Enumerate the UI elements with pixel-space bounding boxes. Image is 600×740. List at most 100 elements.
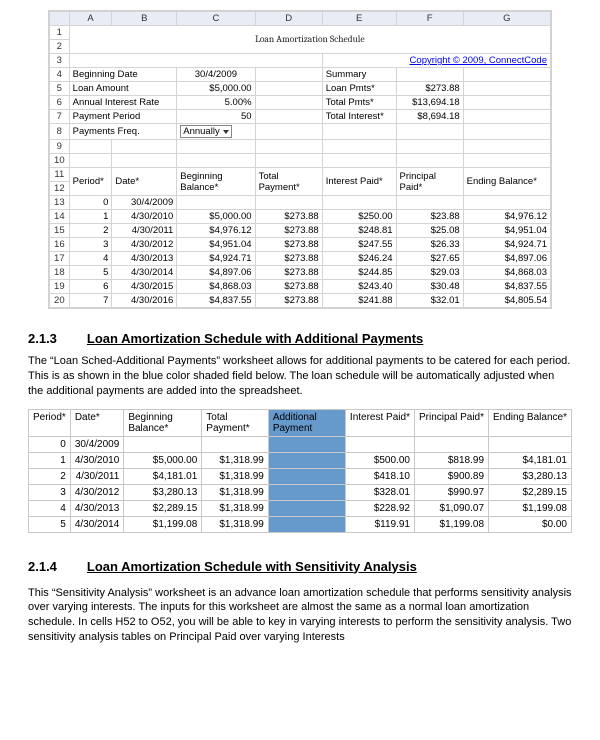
cell[interactable]: $4,837.55	[177, 294, 255, 308]
cell[interactable]: $25.08	[396, 224, 463, 238]
cell[interactable]: $4,924.71	[463, 238, 550, 252]
cell[interactable]: 4/30/2015	[112, 280, 177, 294]
cell: 1	[29, 452, 71, 468]
cell[interactable]: 2	[69, 224, 112, 238]
col-header: Total Payment*	[255, 168, 322, 196]
cell[interactable]	[322, 196, 396, 210]
cell[interactable]: 0	[69, 196, 112, 210]
cell[interactable]: 1	[69, 210, 112, 224]
cell[interactable]: $23.88	[396, 210, 463, 224]
cell[interactable]: 4/30/2014	[112, 266, 177, 280]
cell: $1,318.99	[202, 452, 269, 468]
cell[interactable]: $273.88	[255, 224, 322, 238]
row-header[interactable]: 3	[50, 54, 70, 68]
cell[interactable]: $30.48	[396, 280, 463, 294]
cell[interactable]: $273.88	[255, 294, 322, 308]
cell[interactable]: 3	[69, 238, 112, 252]
cell-loan-amount[interactable]: $5,000.00	[177, 82, 255, 96]
col-header[interactable]: F	[396, 12, 463, 26]
cell[interactable]: $273.88	[255, 280, 322, 294]
cell[interactable]: $273.88	[255, 238, 322, 252]
cell[interactable]	[463, 196, 550, 210]
cell[interactable]: $248.81	[322, 224, 396, 238]
cell[interactable]: $4,897.06	[177, 266, 255, 280]
cell[interactable]: $4,868.03	[177, 280, 255, 294]
cell[interactable]: $244.85	[322, 266, 396, 280]
cell[interactable]: $4,976.12	[463, 210, 550, 224]
cell[interactable]: 6	[69, 280, 112, 294]
row-header[interactable]: 17	[50, 252, 70, 266]
cell[interactable]: $247.55	[322, 238, 396, 252]
col-header[interactable]: E	[322, 12, 396, 26]
row-header[interactable]: 1	[50, 26, 70, 40]
cell-rate[interactable]: 5.00%	[177, 96, 255, 110]
copyright-link[interactable]: Copyright © 2009, ConnectCode	[322, 54, 550, 68]
cell[interactable]: $4,976.12	[177, 224, 255, 238]
col-header[interactable]: G	[463, 12, 550, 26]
cell[interactable]: $4,805.54	[463, 294, 550, 308]
cell[interactable]: 5	[69, 266, 112, 280]
row-header[interactable]: 10	[50, 154, 70, 168]
cell[interactable]: $4,951.04	[177, 238, 255, 252]
row-header[interactable]: 13	[50, 196, 70, 210]
label: Loan Pmts*	[322, 82, 396, 96]
table-row: 1744/30/2013$4,924.71$273.88$246.24$27.6…	[50, 252, 551, 266]
cell[interactable]	[396, 196, 463, 210]
row-header[interactable]: 7	[50, 110, 70, 124]
cell[interactable]: 4/30/2011	[112, 224, 177, 238]
row-header[interactable]: 19	[50, 280, 70, 294]
row-header[interactable]: 5	[50, 82, 70, 96]
col-header: Period*	[29, 409, 71, 436]
row-header[interactable]: 20	[50, 294, 70, 308]
cell[interactable]: 4/30/2013	[112, 252, 177, 266]
col-header[interactable]: D	[255, 12, 322, 26]
row-header[interactable]: 15	[50, 224, 70, 238]
cell[interactable]: $5,000.00	[177, 210, 255, 224]
cell[interactable]: $246.24	[322, 252, 396, 266]
cell[interactable]: $29.03	[396, 266, 463, 280]
cell[interactable]: $4,897.06	[463, 252, 550, 266]
cell-period[interactable]: 50	[177, 110, 255, 124]
cell[interactable]: $4,868.03	[463, 266, 550, 280]
row-header[interactable]: 18	[50, 266, 70, 280]
cell[interactable]: $273.88	[255, 266, 322, 280]
corner-cell[interactable]	[50, 12, 70, 26]
cell-begin-date[interactable]: 30/4/2009	[177, 68, 255, 82]
cell[interactable]: $4,924.71	[177, 252, 255, 266]
cell[interactable]: $4,951.04	[463, 224, 550, 238]
row-header[interactable]: 16	[50, 238, 70, 252]
col-header[interactable]: C	[177, 12, 255, 26]
freq-dropdown[interactable]: Annually	[177, 124, 255, 140]
row-header[interactable]: 4	[50, 68, 70, 82]
cell[interactable]	[177, 196, 255, 210]
cell[interactable]	[255, 196, 322, 210]
row-header[interactable]: 11	[50, 168, 70, 182]
cell[interactable]: 4	[69, 252, 112, 266]
cell[interactable]: 30/4/2009	[112, 196, 177, 210]
row-header[interactable]: 6	[50, 96, 70, 110]
cell[interactable]: $243.40	[322, 280, 396, 294]
cell[interactable]: 4/30/2012	[112, 238, 177, 252]
cell[interactable]: $32.01	[396, 294, 463, 308]
row-header[interactable]: 12	[50, 182, 70, 196]
cell	[268, 484, 345, 500]
section-heading: 2.1.3Loan Amortization Schedule with Add…	[28, 331, 572, 346]
cell[interactable]: $4,837.55	[463, 280, 550, 294]
cell[interactable]: $273.88	[255, 252, 322, 266]
row-header[interactable]: 2	[50, 40, 70, 54]
col-header[interactable]: A	[69, 12, 112, 26]
cell[interactable]: 7	[69, 294, 112, 308]
cell[interactable]: $241.88	[322, 294, 396, 308]
cell[interactable]: 4/30/2010	[112, 210, 177, 224]
col-header[interactable]: B	[112, 12, 177, 26]
col-header: Ending Balance*	[463, 168, 550, 196]
row-header[interactable]: 8	[50, 124, 70, 140]
row-header[interactable]: 9	[50, 140, 70, 154]
row-header[interactable]: 14	[50, 210, 70, 224]
cell[interactable]: $26.33	[396, 238, 463, 252]
cell[interactable]: 4/30/2016	[112, 294, 177, 308]
cell[interactable]: $273.88	[255, 210, 322, 224]
section-title: Loan Amortization Schedule with Sensitiv…	[87, 559, 417, 574]
cell[interactable]: $250.00	[322, 210, 396, 224]
cell[interactable]: $27.65	[396, 252, 463, 266]
